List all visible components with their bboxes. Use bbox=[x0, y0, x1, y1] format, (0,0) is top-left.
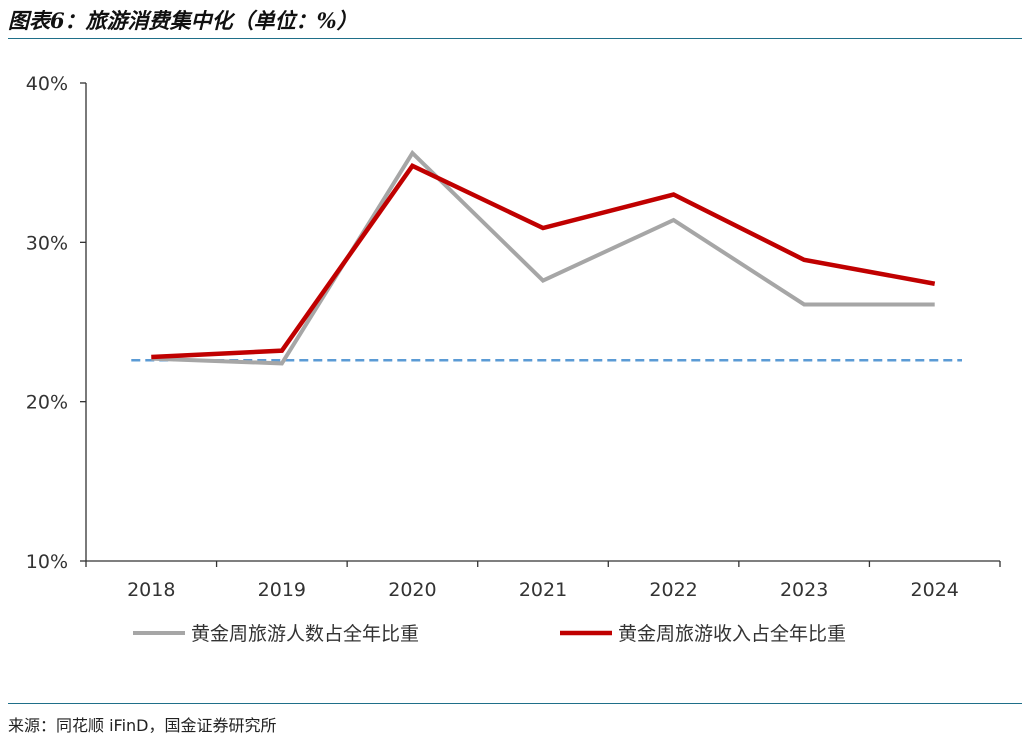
source-divider bbox=[8, 703, 1022, 704]
x-tick-label: 2022 bbox=[649, 579, 697, 601]
series-line-1 bbox=[151, 149, 935, 366]
chart-title: 图表6：旅游消费集中化（单位：%） bbox=[8, 8, 358, 33]
x-tick-label: 2024 bbox=[911, 579, 959, 601]
x-tick-label: 2020 bbox=[388, 579, 436, 601]
x-tick-label: 2018 bbox=[127, 579, 175, 601]
x-tick-label: 2019 bbox=[258, 579, 306, 601]
y-tick-label: 40% bbox=[26, 73, 68, 95]
y-tick-label: 30% bbox=[26, 232, 68, 254]
legend-label-2: 黄金周旅游收入占全年比重 bbox=[618, 623, 846, 645]
source-note: 来源：同花顺 iFinD，国金证券研究所 bbox=[8, 716, 277, 735]
series-line-2 bbox=[151, 163, 936, 360]
x-tick-label: 2023 bbox=[780, 579, 828, 601]
line-chart: 10% 20% 30% 40% 2018 2019 2020 2021 2022 2023 2024… bbox=[26, 73, 1001, 645]
y-tick-label: 10% bbox=[26, 551, 68, 573]
legend-label-1: 黄金周旅游人数占全年比重 bbox=[191, 623, 419, 645]
title-divider bbox=[8, 38, 1022, 39]
x-tick-label: 2021 bbox=[519, 579, 567, 601]
y-tick-label: 20% bbox=[26, 392, 68, 414]
